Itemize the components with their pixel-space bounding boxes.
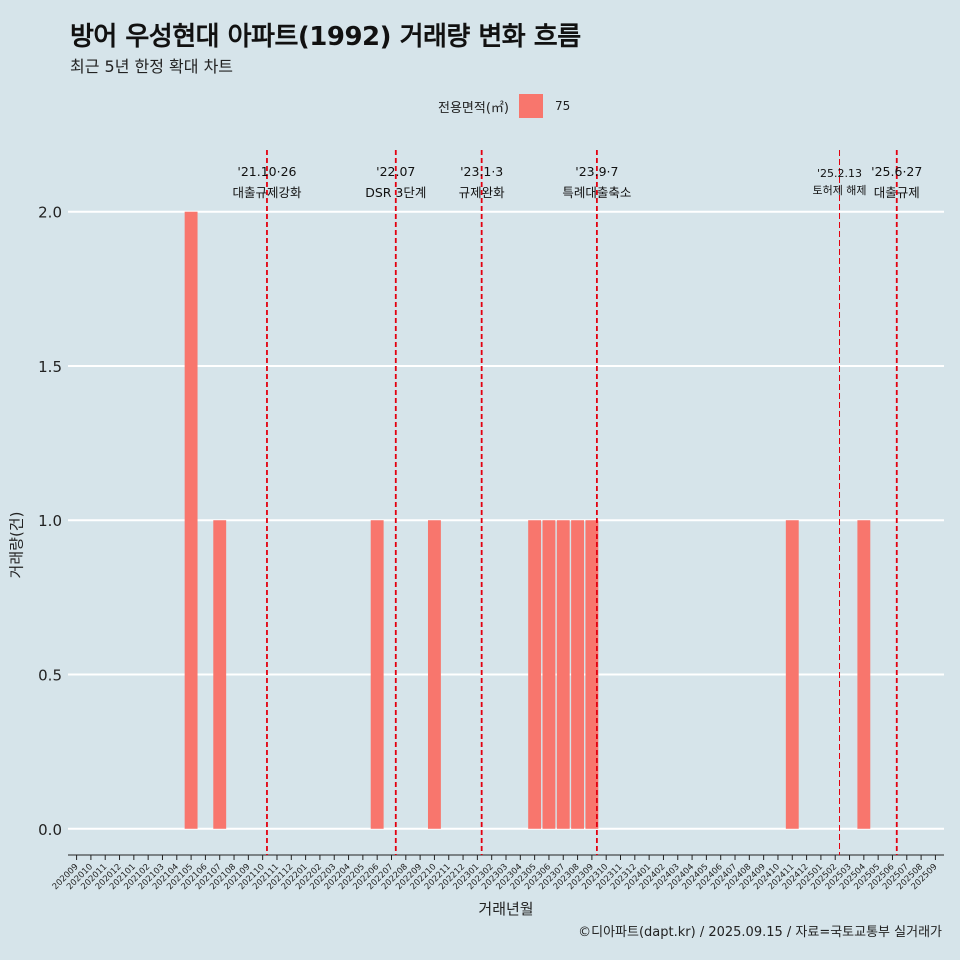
bar	[427, 520, 441, 829]
bar	[785, 520, 799, 829]
bar	[184, 211, 198, 829]
x-axis-label: 거래년월	[478, 900, 533, 918]
y-tick-label: 1.5	[38, 358, 62, 376]
event-date-label: '25.6·27	[871, 164, 922, 179]
chart-title: 방어 우성현대 아파트(1992) 거래량 변화 흐름	[70, 22, 581, 52]
y-tick-label: 1.0	[38, 512, 62, 530]
event-text-label: DSR 3단계	[365, 185, 426, 200]
bar	[528, 520, 542, 829]
bar	[542, 520, 556, 829]
event-text-label: 특례대출축소	[562, 185, 631, 200]
legend-label: 75	[554, 99, 571, 113]
event-date-label: '25.2.13	[817, 167, 862, 180]
bar	[571, 520, 585, 829]
bar	[857, 520, 871, 829]
event-date-label: '23.9·7	[575, 164, 618, 179]
y-tick-label: 0.5	[38, 667, 62, 685]
bar	[556, 520, 570, 829]
legend-swatch	[518, 94, 543, 118]
y-tick-label: 0.0	[38, 821, 62, 839]
event-date-label: '21.10·26	[237, 164, 296, 179]
event-text-label: 대출규제강화	[232, 185, 302, 200]
legend-title: 전용면적(㎡)	[438, 100, 509, 116]
bar	[213, 520, 227, 829]
caption: ©디아파트(dapt.kr) / 2025.09.15 / 자료=국토교통부 실…	[578, 925, 942, 940]
bar	[585, 520, 599, 829]
event-text-label: 규제완화	[459, 185, 506, 200]
chart-subtitle: 최근 5년 한정 확대 차트	[70, 57, 234, 76]
legend: 전용면적(㎡) 75	[438, 94, 570, 118]
event-text-label: 토허제 해제	[812, 183, 866, 197]
event-text-label: 대출규제	[874, 185, 920, 200]
y-tick-label: 2.0	[38, 204, 62, 222]
event-date-label: '22.07	[376, 164, 415, 179]
bar	[370, 520, 384, 829]
event-date-label: '23.1·3	[460, 164, 503, 179]
